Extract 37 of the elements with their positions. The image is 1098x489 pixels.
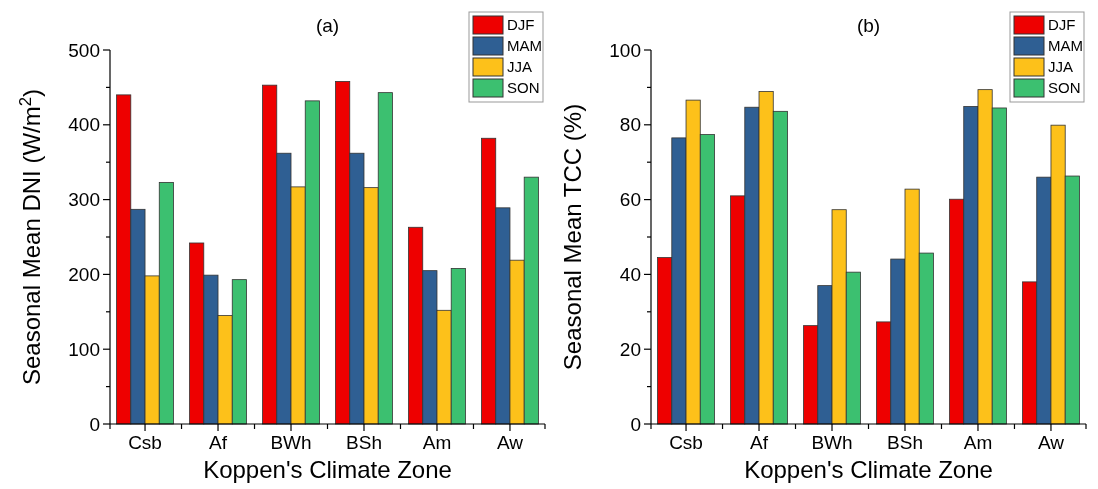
y-tick-label: 200 (68, 264, 100, 286)
y-axis-title: Seasonal Mean TCC (%) (559, 103, 586, 371)
y-tick-label: 500 (68, 39, 100, 61)
legend-label: JJA (507, 58, 533, 76)
y-tick-label: 300 (68, 189, 100, 211)
legend-label: MAM (507, 37, 542, 55)
y-tick-label: 40 (619, 264, 641, 286)
x-tick-label: Aw (496, 432, 524, 453)
x-axis-title: Koppen's Climate Zone (744, 456, 993, 483)
y-tick-label: 20 (619, 338, 641, 360)
y-tick-label: 100 (68, 338, 100, 360)
x-tick-label: BSh (887, 432, 923, 453)
y-tick-label: 0 (630, 413, 641, 435)
x-tick-label: BWh (270, 432, 312, 453)
legend-label: DJF (1048, 16, 1076, 34)
x-tick-label: BWh (811, 432, 853, 453)
y-tick-label: 400 (68, 114, 100, 136)
x-axis-title: Koppen's Climate Zone (203, 456, 452, 483)
chart-title: (a) (315, 15, 340, 36)
x-tick-label: Am (963, 432, 993, 453)
x-tick-label: BSh (346, 432, 382, 453)
y-tick-label: 80 (619, 114, 641, 136)
legend-label: DJF (507, 16, 535, 34)
x-tick-label: Af (750, 432, 769, 453)
legend-label: SON (1048, 79, 1081, 97)
legend-label: JJA (1048, 58, 1074, 76)
x-tick-label: Aw (1037, 432, 1065, 453)
x-tick-label: Csb (669, 432, 703, 453)
legend-label: SON (507, 79, 540, 97)
y-tick-label: 0 (89, 413, 100, 435)
y-tick-label: 100 (609, 39, 641, 61)
x-tick-label: Am (422, 432, 452, 453)
y-tick-label: 60 (619, 189, 641, 211)
x-tick-label: Af (209, 432, 228, 453)
chart-title: (b) (856, 15, 881, 36)
legend-label: MAM (1048, 37, 1083, 55)
x-tick-label: Csb (128, 432, 162, 453)
